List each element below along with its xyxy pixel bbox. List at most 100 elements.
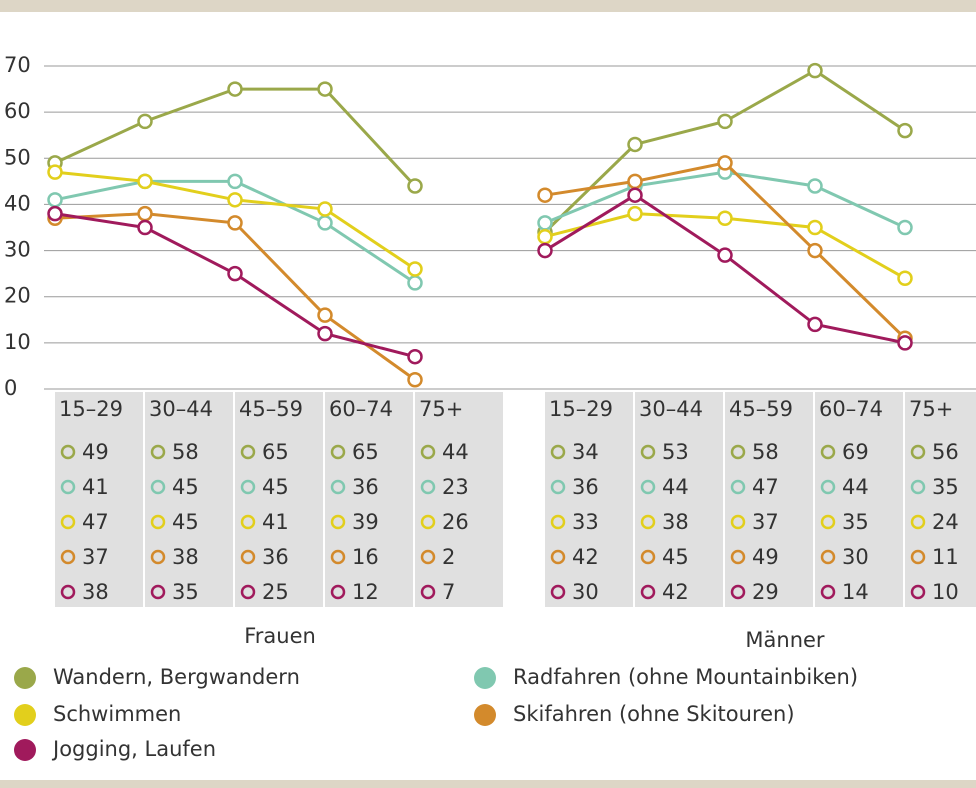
table-value: 30	[842, 545, 869, 569]
table-value: 14	[842, 580, 869, 604]
data-point	[807, 62, 823, 79]
data-point	[807, 242, 823, 259]
table-marker	[730, 479, 746, 495]
data-point	[897, 219, 913, 236]
table-marker	[420, 444, 436, 460]
data-point	[627, 205, 643, 222]
data-point	[227, 173, 243, 190]
table-marker	[910, 549, 926, 565]
data-point	[717, 247, 733, 263]
table-value: 44	[842, 475, 869, 499]
table-value: 30	[572, 580, 599, 604]
data-point	[627, 136, 643, 153]
table-marker	[730, 584, 746, 600]
table-marker	[820, 584, 836, 600]
table-column	[55, 392, 143, 607]
panel-title: Männer	[745, 628, 825, 652]
table-marker	[330, 514, 346, 530]
data-point	[897, 122, 913, 139]
table-value: 56	[932, 440, 959, 464]
data-point	[137, 113, 153, 130]
table-value: 49	[752, 545, 779, 569]
y-tick-label: 70	[4, 53, 31, 77]
table-marker	[550, 514, 566, 530]
plot	[47, 62, 913, 388]
table-marker	[150, 584, 166, 600]
data-point	[807, 178, 823, 194]
table-marker	[330, 479, 346, 495]
data-point	[717, 210, 733, 227]
legend-label: Skifahren (ohne Skitouren)	[513, 702, 795, 726]
table-value: 35	[172, 580, 199, 604]
table-marker	[910, 584, 926, 600]
x-tick-label: 30–44	[149, 397, 213, 421]
table-column	[545, 392, 633, 607]
table-value: 35	[842, 510, 869, 534]
data-point	[227, 215, 243, 231]
table-value: 58	[752, 440, 779, 464]
table-value: 42	[572, 545, 599, 569]
table-value: 12	[352, 580, 379, 604]
table-value: 69	[842, 440, 869, 464]
table-value: 37	[82, 545, 109, 569]
table-value: 33	[572, 510, 599, 534]
legend-swatch	[14, 667, 36, 689]
data-point	[807, 316, 823, 333]
table-marker	[60, 584, 76, 600]
data-point	[407, 178, 423, 194]
data-point	[627, 173, 643, 190]
data-point	[137, 219, 153, 236]
table-marker	[640, 479, 656, 495]
legend-label: Jogging, Laufen	[51, 737, 216, 761]
panel-title: Frauen	[244, 624, 316, 648]
data-point	[897, 270, 913, 287]
table-marker	[640, 514, 656, 530]
table-value: 58	[172, 440, 199, 464]
table-marker	[240, 514, 256, 530]
table-marker	[910, 479, 926, 495]
data-point	[717, 113, 733, 130]
table-marker	[640, 584, 656, 600]
table-column	[325, 392, 413, 607]
y-tick-label: 40	[4, 191, 31, 215]
x-tick-label: 60–74	[329, 397, 393, 421]
x-tick-label: 15–29	[59, 397, 123, 421]
table-marker	[820, 479, 836, 495]
table-value: 2	[442, 545, 455, 569]
table-marker	[330, 549, 346, 565]
series-line	[54, 87, 417, 187]
table-value: 37	[752, 510, 779, 534]
table-marker	[150, 514, 166, 530]
table-value: 10	[932, 580, 959, 604]
data-point	[407, 348, 423, 365]
table-value: 36	[572, 475, 599, 499]
legend-label: Radfahren (ohne Mountainbiken)	[513, 665, 858, 689]
table-marker	[420, 479, 436, 495]
table-marker	[60, 549, 76, 565]
table-marker	[60, 444, 76, 460]
data-point	[537, 215, 553, 231]
legend-label: Wandern, Bergwandern	[53, 665, 300, 689]
table-value: 53	[662, 440, 689, 464]
table-marker	[240, 549, 256, 565]
data-point	[407, 275, 423, 291]
data-point	[537, 242, 553, 259]
table-marker	[730, 549, 746, 565]
grid: 0 10 20 30 40 50 60 70	[4, 53, 976, 400]
table-marker	[150, 444, 166, 460]
data-point	[317, 215, 333, 231]
data-point	[227, 192, 243, 208]
x-tick-label: 45–59	[729, 397, 793, 421]
table-value: 45	[172, 510, 199, 534]
data-point	[407, 372, 423, 388]
series-line	[54, 212, 416, 359]
data-point	[897, 335, 913, 351]
table-value: 45	[262, 475, 289, 499]
x-tick-label: 30–44	[639, 397, 703, 421]
bottom-band	[0, 780, 976, 788]
data-point	[47, 205, 63, 222]
table-value: 34	[572, 440, 599, 464]
data-point	[47, 164, 63, 180]
table-marker	[150, 549, 166, 565]
table-marker	[910, 444, 926, 460]
